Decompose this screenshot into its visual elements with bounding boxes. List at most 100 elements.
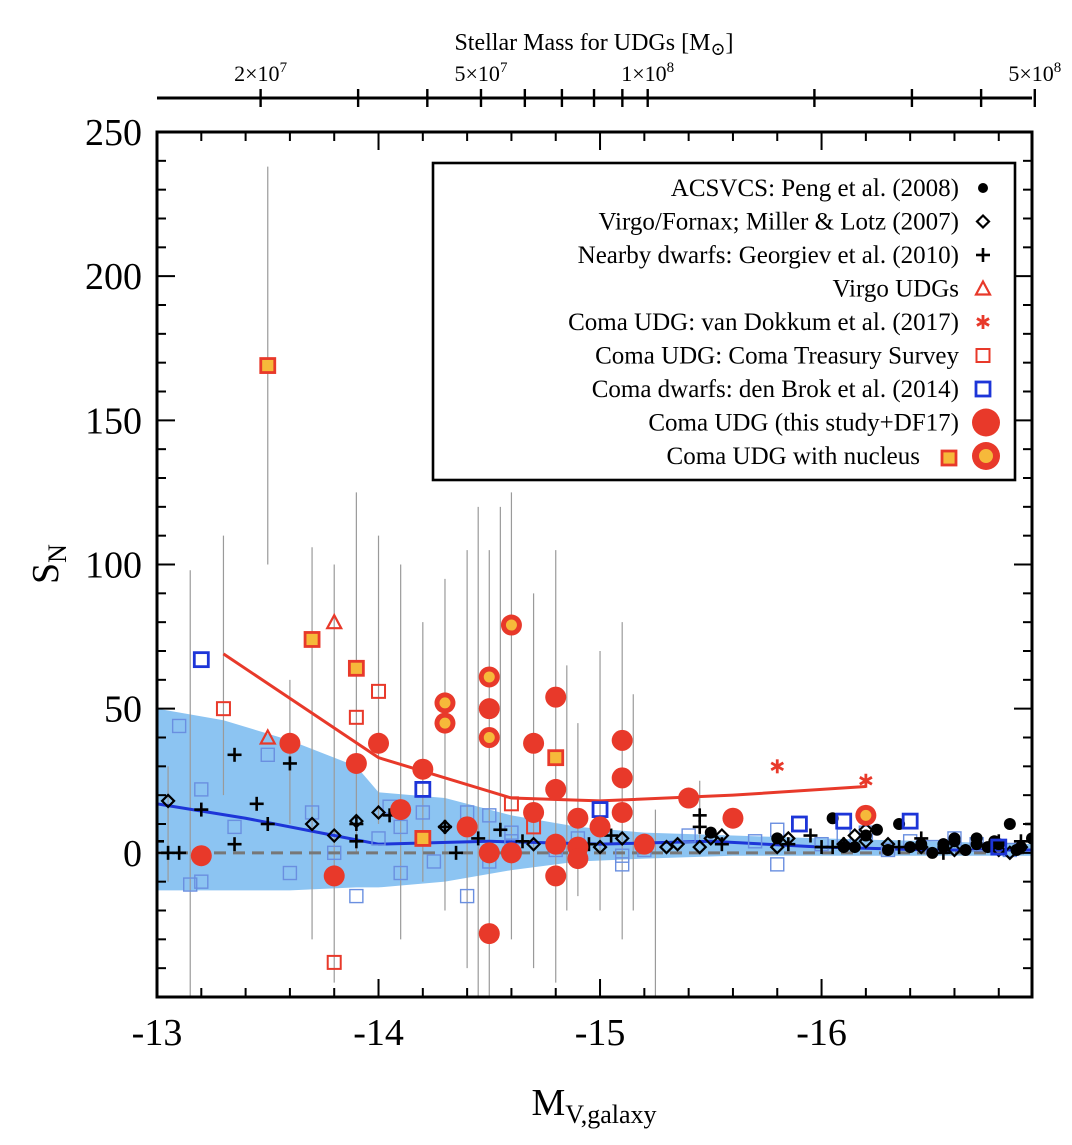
virgo-fornax-point xyxy=(703,830,719,846)
virgo-fornax-point xyxy=(858,833,874,849)
nucleus-square-point xyxy=(347,659,365,677)
nucleus-inner xyxy=(483,671,495,683)
den-brok-faint-point xyxy=(770,857,785,872)
coma-udg-point xyxy=(545,778,567,800)
coma-udg-point xyxy=(279,732,301,754)
coma-treasury-point xyxy=(975,348,991,363)
acsvcs-point xyxy=(904,841,917,854)
coma-udg-point xyxy=(190,845,212,867)
georgiev-point xyxy=(1013,834,1028,849)
den-brok-faint-point xyxy=(482,808,497,823)
legend-entry: Coma UDG with nucleus xyxy=(667,442,1000,470)
nucleus-circle-point xyxy=(500,614,522,636)
virgo-fornax-point xyxy=(370,804,387,821)
georgiev-point xyxy=(604,828,619,843)
virgo-fornax-point xyxy=(847,827,863,844)
georgiev-point xyxy=(282,756,297,771)
den-brok-point xyxy=(835,812,853,830)
legend-label: Coma UDG with nucleus xyxy=(667,443,920,470)
georgiev-point xyxy=(449,845,464,860)
virgo-udg-point xyxy=(974,279,992,296)
van-dokkum-point xyxy=(859,773,873,788)
coma-udg-point xyxy=(390,799,412,821)
georgiev-point xyxy=(836,837,851,852)
georgiev-point xyxy=(471,831,486,846)
nucleus-inner xyxy=(483,732,495,743)
y-tick-label: 250 xyxy=(85,112,142,154)
coma-udg-point xyxy=(633,833,655,855)
georgiev-point xyxy=(976,248,990,262)
virgo-fornax-point xyxy=(913,839,929,855)
den-brok-faint-point xyxy=(371,831,386,846)
georgiev-point xyxy=(692,819,707,834)
nucleus-inner xyxy=(439,697,451,709)
den-brok-point xyxy=(192,651,210,669)
georgiev-point xyxy=(227,837,242,852)
den-brok-faint-point xyxy=(194,782,209,797)
legend-entry: Coma UDG: Coma Treasury Survey xyxy=(595,343,991,370)
x-axis-label-sub: V,galaxy xyxy=(565,1100,656,1129)
georgiev-point xyxy=(493,822,508,837)
coma-udg-point xyxy=(368,732,390,754)
nucleus-circle-point xyxy=(434,692,456,714)
nucleus-square-point xyxy=(303,631,321,648)
coma-treasury-point xyxy=(326,954,342,970)
georgiev-point xyxy=(515,834,530,849)
den-brok-faint-point xyxy=(880,842,896,858)
legend-label: Coma UDG: Coma Treasury Survey xyxy=(595,343,959,370)
y-tick-label: 200 xyxy=(85,256,142,298)
den-brok-faint-point xyxy=(426,854,442,869)
legend-entry: Coma UDG: van Dokkum et al. (2017) xyxy=(568,309,990,336)
x-tick-label: -13 xyxy=(132,1012,183,1054)
nucleus-circle-point xyxy=(478,727,500,748)
van-dokkum-point xyxy=(770,759,785,774)
nucleus-circle-point xyxy=(855,804,877,826)
y-axis-label-sub: N xyxy=(43,544,72,563)
top-tick-base: 5×10 xyxy=(455,61,500,86)
top-tick-base: 5×10 xyxy=(1008,61,1053,86)
top-tick-label: 2×107 xyxy=(234,60,287,86)
virgo-fornax-point xyxy=(160,793,176,809)
georgiev-point xyxy=(157,834,164,849)
legend-entry: ACSVCS: Peng et al. (2008) xyxy=(671,175,988,202)
virgo-fornax-point xyxy=(614,830,630,846)
den-brok-point xyxy=(990,838,1008,856)
nucleus-square-point xyxy=(414,830,432,847)
top-tick-label: 5×108 xyxy=(1008,60,1061,86)
legend-label: ACSVCS: Peng et al. (2008) xyxy=(671,175,959,202)
top-axis-label-main: Stellar Mass for UDGs [M xyxy=(454,30,710,56)
virgo-fornax-point xyxy=(304,816,320,832)
asterisk-stroke xyxy=(770,761,785,772)
virgo-fornax-point xyxy=(658,839,675,855)
den-brok-point xyxy=(901,812,919,830)
legend-entry: Coma UDG (this study+DF17) xyxy=(648,408,1000,437)
nucleus-square-point xyxy=(547,749,565,767)
top-tick-base: 1×10 xyxy=(621,61,666,86)
van-dokkum-point xyxy=(976,315,990,329)
georgiev-point xyxy=(437,819,452,834)
legend-label: Nearby dwarfs: Georgiev et al. (2010) xyxy=(578,242,959,269)
legend-box xyxy=(431,161,1017,482)
coma-udg-point xyxy=(545,865,567,887)
den-brok-faint-point xyxy=(327,845,342,861)
coma-udg-point xyxy=(478,923,500,945)
georgiev-point xyxy=(714,837,729,852)
georgiev-point xyxy=(825,840,840,855)
legend-entry: Coma dwarfs: den Brok et al. (2014) xyxy=(592,376,992,403)
coma-udg-point xyxy=(523,732,545,754)
den-brok-faint-point xyxy=(504,825,519,840)
acsvcs-point xyxy=(870,823,883,836)
acsvcs-point xyxy=(959,843,972,856)
y-tick-label: 100 xyxy=(85,545,142,587)
top-tick-label: 5×107 xyxy=(455,60,508,86)
blue-trend-line xyxy=(157,802,1032,852)
coma-udg-point xyxy=(567,807,589,829)
den-brok-point xyxy=(974,380,992,398)
virgo-fornax-point xyxy=(326,827,342,844)
virgo-fornax-point xyxy=(858,822,874,838)
coma-udg-point xyxy=(545,833,567,855)
georgiev-point xyxy=(349,817,364,831)
georgiev-point xyxy=(803,828,818,843)
georgiev-point xyxy=(260,817,275,831)
